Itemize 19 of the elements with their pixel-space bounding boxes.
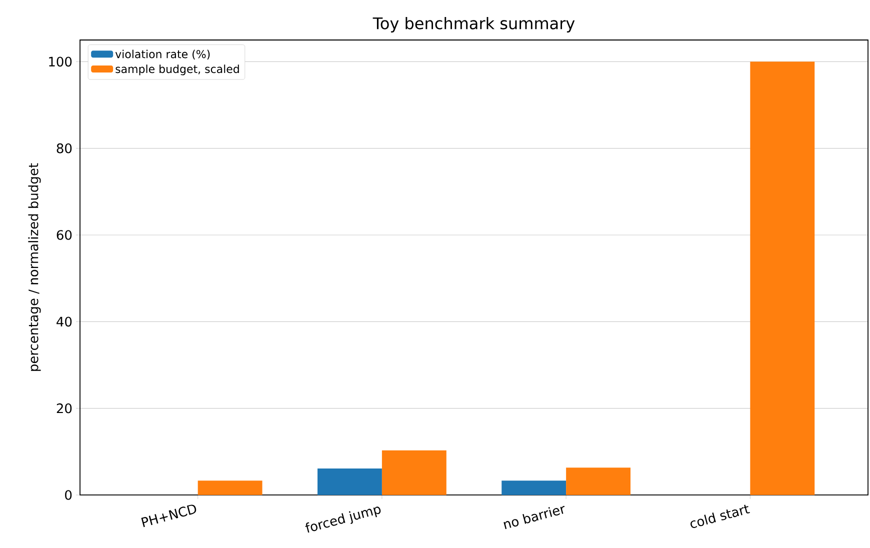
y-tick-label: 80 <box>56 143 72 154</box>
y-tick-label: 100 <box>49 56 72 67</box>
y-tick-label: 40 <box>56 316 72 327</box>
bar <box>382 450 446 495</box>
x-tick-label: no barrier <box>504 506 565 530</box>
bar <box>750 62 815 495</box>
chart-title: Toy benchmark summary <box>372 16 575 32</box>
y-tick-label: 20 <box>56 403 72 414</box>
y-tick-label: 60 <box>56 230 72 240</box>
bar <box>566 468 630 495</box>
bar <box>502 480 566 495</box>
bar <box>198 480 262 495</box>
y-tick-label: 0 <box>65 490 72 500</box>
x-tick-label: cold start <box>690 504 750 528</box>
y-axis-title: percentage / normalized budget <box>28 163 41 371</box>
x-tick-label: forced jump <box>305 506 381 533</box>
bar <box>318 468 382 495</box>
legend-label: sample budget, scaled <box>116 64 239 76</box>
legend-label: violation rate (%) <box>115 50 210 60</box>
